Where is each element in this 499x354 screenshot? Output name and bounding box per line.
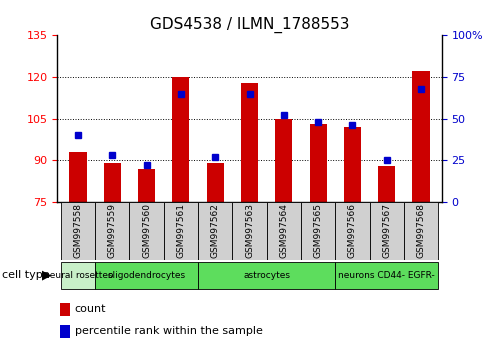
Text: GSM997561: GSM997561 [176,204,186,258]
Text: oligodendrocytes: oligodendrocytes [107,271,186,280]
FancyBboxPatch shape [198,262,335,289]
Bar [172,77,190,202]
FancyBboxPatch shape [198,202,233,260]
Text: cell type: cell type [2,270,50,280]
Text: GSM997564: GSM997564 [279,204,288,258]
Text: GSM997559: GSM997559 [108,204,117,258]
Bar [60,325,70,338]
Text: GSM997565: GSM997565 [313,204,323,258]
Bar [69,152,86,202]
FancyBboxPatch shape [95,202,129,260]
Bar [241,82,258,202]
FancyBboxPatch shape [301,202,335,260]
Text: neurons CD44- EGFR-: neurons CD44- EGFR- [338,271,435,280]
Bar [309,124,327,202]
Bar [344,127,361,202]
Text: astrocytes: astrocytes [243,271,290,280]
Text: GSM997566: GSM997566 [348,204,357,258]
Text: GSM997568: GSM997568 [417,204,426,258]
Text: ▶: ▶ [41,269,51,282]
Bar [104,163,121,202]
FancyBboxPatch shape [233,202,266,260]
FancyBboxPatch shape [129,202,164,260]
Bar [60,303,70,316]
FancyBboxPatch shape [164,202,198,260]
FancyBboxPatch shape [404,202,438,260]
Text: GSM997562: GSM997562 [211,204,220,258]
FancyBboxPatch shape [335,202,370,260]
FancyBboxPatch shape [335,262,438,289]
Text: count: count [75,304,106,314]
FancyBboxPatch shape [370,202,404,260]
FancyBboxPatch shape [61,202,95,260]
Text: percentile rank within the sample: percentile rank within the sample [75,326,263,336]
Text: GSM997560: GSM997560 [142,204,151,258]
Bar [275,119,292,202]
Text: GSM997558: GSM997558 [73,204,82,258]
FancyBboxPatch shape [95,262,198,289]
Bar [378,166,395,202]
Bar [207,163,224,202]
Title: GDS4538 / ILMN_1788553: GDS4538 / ILMN_1788553 [150,16,349,33]
Bar [138,169,155,202]
Text: GSM997567: GSM997567 [382,204,391,258]
FancyBboxPatch shape [266,202,301,260]
Text: neural rosettes: neural rosettes [43,271,112,280]
Bar [413,72,430,202]
Text: GSM997563: GSM997563 [245,204,254,258]
FancyBboxPatch shape [61,262,95,289]
